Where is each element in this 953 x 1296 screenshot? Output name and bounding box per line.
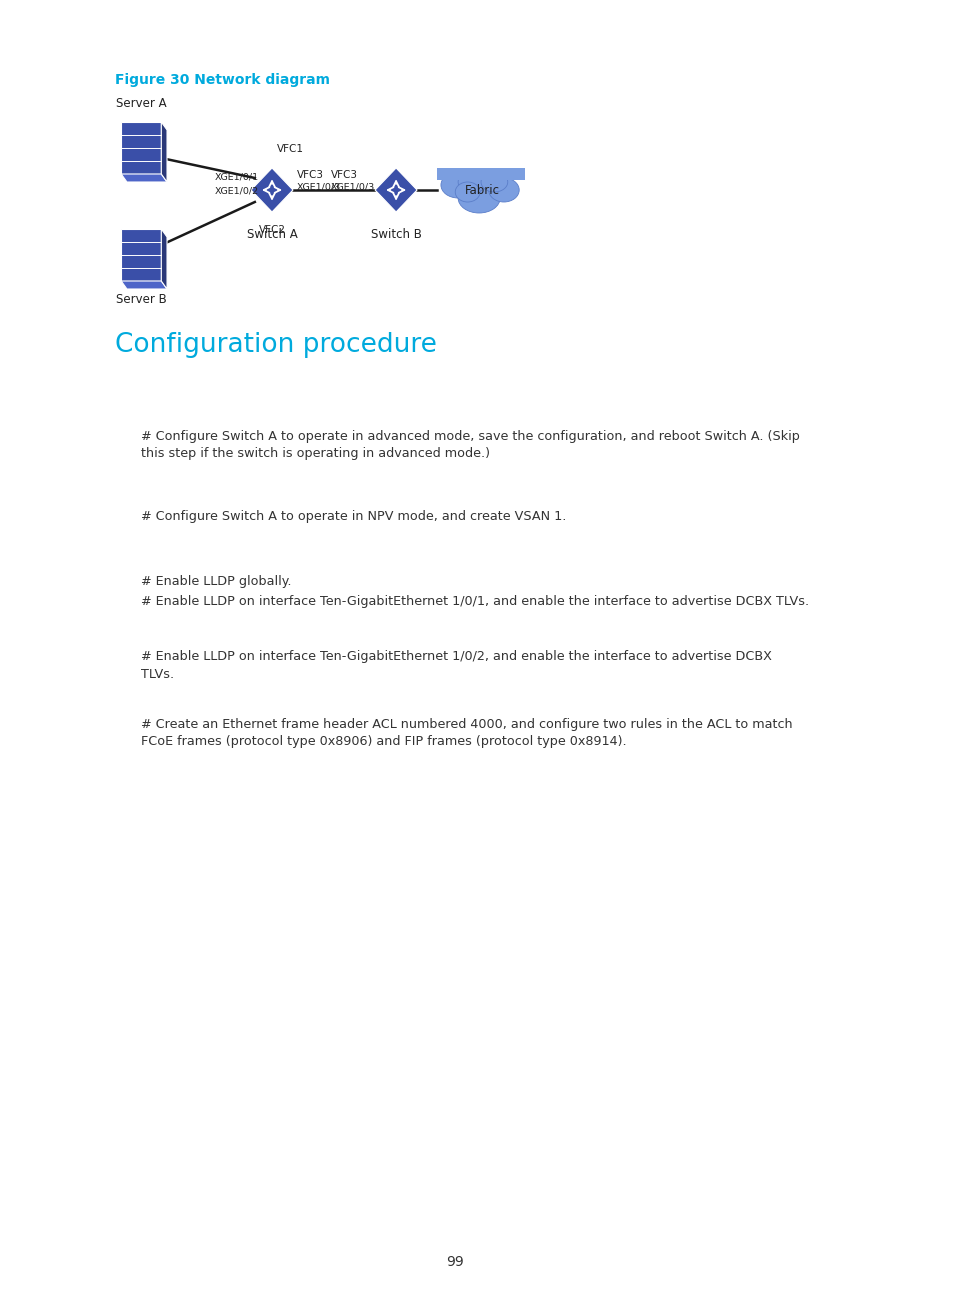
Text: Figure 30 Network diagram: Figure 30 Network diagram (114, 73, 329, 87)
Polygon shape (436, 168, 524, 180)
Text: # Create an Ethernet frame header ACL numbered 4000, and configure two rules in : # Create an Ethernet frame header ACL nu… (141, 718, 792, 749)
Polygon shape (161, 122, 167, 181)
Ellipse shape (457, 171, 486, 193)
Ellipse shape (440, 172, 475, 198)
Polygon shape (121, 229, 161, 281)
Text: XGE1/0/1: XGE1/0/1 (214, 172, 258, 181)
Text: # Configure Switch A to operate in advanced mode, save the configuration, and re: # Configure Switch A to operate in advan… (141, 430, 800, 460)
Polygon shape (121, 122, 161, 174)
Ellipse shape (455, 181, 479, 202)
Text: # Configure Switch A to operate in NPV mode, and create VSAN 1.: # Configure Switch A to operate in NPV m… (141, 511, 566, 524)
Text: Switch B: Switch B (371, 228, 421, 241)
Text: Fabric: Fabric (464, 184, 499, 197)
Text: VFC3: VFC3 (331, 170, 357, 180)
Polygon shape (251, 168, 293, 213)
Ellipse shape (457, 183, 499, 213)
Text: XGE1/0/2: XGE1/0/2 (214, 187, 258, 194)
Ellipse shape (480, 172, 507, 192)
Polygon shape (161, 229, 167, 289)
Text: Switch A: Switch A (247, 228, 297, 241)
Text: XGE1/0/3: XGE1/0/3 (331, 183, 375, 192)
Polygon shape (121, 281, 167, 289)
Text: # Enable LLDP on interface Ten-GigabitEthernet 1/0/2, and enable the interface t: # Enable LLDP on interface Ten-GigabitEt… (141, 651, 771, 680)
Text: Configuration procedure: Configuration procedure (114, 332, 436, 358)
Text: XGE1/0/3: XGE1/0/3 (296, 183, 341, 192)
Polygon shape (375, 168, 416, 213)
Text: VFC3: VFC3 (296, 170, 323, 180)
Ellipse shape (488, 178, 518, 202)
Polygon shape (121, 174, 167, 181)
Text: VFC2: VFC2 (258, 226, 285, 235)
Text: Server A: Server A (116, 97, 167, 110)
Text: Server B: Server B (115, 293, 167, 306)
Text: # Enable LLDP globally.: # Enable LLDP globally. (141, 575, 292, 588)
Text: # Enable LLDP on interface Ten-GigabitEthernet 1/0/1, and enable the interface t: # Enable LLDP on interface Ten-GigabitEt… (141, 595, 808, 608)
Text: 99: 99 (446, 1255, 464, 1269)
Text: VFC1: VFC1 (276, 144, 303, 154)
